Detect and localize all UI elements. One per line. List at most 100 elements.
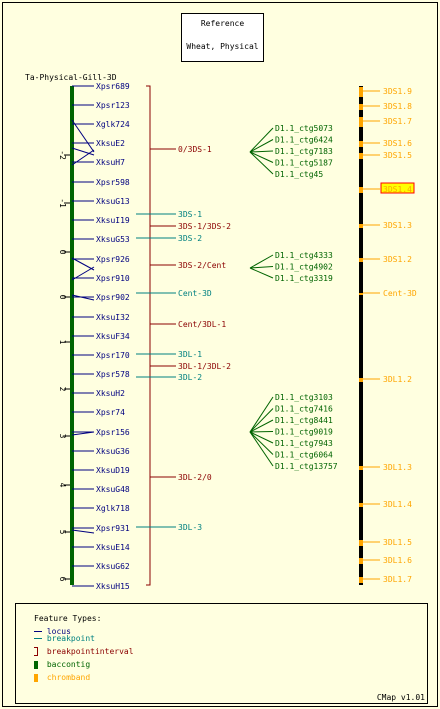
chromband-label[interactable]: 3DL1.3 xyxy=(383,463,412,472)
breakpoint-label[interactable]: Cent-3D xyxy=(178,289,212,298)
contig-label[interactable]: D1.1_ctg5187 xyxy=(275,159,333,168)
chromband-label[interactable]: 3DS1.5 xyxy=(383,151,412,160)
interval-label[interactable]: 3DS-2/Cent xyxy=(178,261,226,270)
locus-label[interactable]: Xpsr578 xyxy=(96,370,130,379)
contig-label[interactable]: D1.1_ctg9019 xyxy=(275,428,333,437)
locus-label[interactable]: XksuG62 xyxy=(96,562,130,571)
breakpoint-label[interactable]: 3DS-1 xyxy=(178,210,202,219)
chromband-label[interactable]: 3DL1.4 xyxy=(383,500,412,509)
contig-line xyxy=(249,408,274,433)
locus-tie-line xyxy=(71,119,95,153)
contig-label[interactable]: D1.1_ctg7416 xyxy=(275,405,333,414)
chromband-label[interactable]: 3DL1.5 xyxy=(383,538,412,547)
locus-label[interactable]: Xglk724 xyxy=(96,120,130,129)
scale-label: -2 xyxy=(58,150,67,160)
contig-label[interactable]: D1.1_ctg6064 xyxy=(275,451,333,460)
contig-label[interactable]: D1.1_ctg4333 xyxy=(275,251,333,260)
legend-breakpoint-label: breakpoint xyxy=(46,634,95,643)
locus-label[interactable]: XksuG36 xyxy=(96,447,130,456)
legend-interval-label: breakpointinterval xyxy=(46,647,134,656)
locus-tie-line xyxy=(71,431,95,436)
locus-label[interactable]: XksuE14 xyxy=(96,543,130,552)
chromband-label[interactable]: 3DS1.8 xyxy=(383,102,412,111)
locus-label[interactable]: XksuG48 xyxy=(96,485,130,494)
chromband-mark[interactable] xyxy=(359,141,363,147)
chromosome-bar[interactable] xyxy=(359,86,363,585)
interval-label[interactable]: 0/3DS-1 xyxy=(178,145,212,154)
locus-label[interactable]: XksuD19 xyxy=(96,466,130,475)
chromband-mark[interactable] xyxy=(359,258,363,262)
locus-label[interactable]: XksuH2 xyxy=(96,389,125,398)
locus-label[interactable]: XksuG13 xyxy=(96,197,130,206)
reference-label: Reference xyxy=(200,19,245,28)
chromband-label[interactable]: 3DL1.2 xyxy=(383,375,412,384)
locus-label[interactable]: XksuH15 xyxy=(96,582,130,591)
breakpoint-label[interactable]: 3DS-2 xyxy=(178,234,202,243)
locus-label[interactable]: Xpsr931 xyxy=(96,524,130,533)
chromband-mark[interactable] xyxy=(359,87,363,97)
legend-box: Feature Types: locus breakpoint breakpoi… xyxy=(15,603,428,704)
chromband-mark[interactable] xyxy=(359,187,363,193)
locus-label[interactable]: XksuI32 xyxy=(96,313,130,322)
chromband-mark[interactable] xyxy=(359,378,363,382)
map-title[interactable]: Ta-Physical-Gill-3D xyxy=(25,73,117,82)
chromband-mark[interactable] xyxy=(359,466,363,470)
chromband-mark[interactable] xyxy=(359,117,363,127)
contig-label[interactable]: D1.1_ctg7183 xyxy=(275,147,333,156)
chromband-label[interactable]: Cent-3D xyxy=(383,289,417,298)
chromband-mark[interactable] xyxy=(359,577,363,583)
interval-label[interactable]: 3DL-1/3DL-2 xyxy=(178,362,231,371)
locus-label[interactable]: Xpsr598 xyxy=(96,178,130,187)
chromband-label[interactable]: 3DS1.4 xyxy=(383,185,412,194)
contig-label[interactable]: D1.1_ctg13757 xyxy=(275,462,338,471)
locus-label[interactable]: Xpsr74 xyxy=(96,408,125,417)
chromband-label[interactable]: 3DL1.6 xyxy=(383,556,412,565)
locus-label[interactable]: Xpsr926 xyxy=(96,255,130,264)
chromband-mark[interactable] xyxy=(359,153,363,159)
locus-label[interactable]: XksuE2 xyxy=(96,139,125,148)
locus-label[interactable]: XksuI19 xyxy=(96,216,130,225)
legend-locus-label: locus xyxy=(46,627,71,636)
chromband-mark[interactable] xyxy=(359,104,363,110)
breakpoint-label[interactable]: 3DL-1 xyxy=(178,350,202,359)
locus-label[interactable]: Xpsr910 xyxy=(96,274,130,283)
chromband-mark[interactable] xyxy=(359,503,363,507)
contig-label[interactable]: D1.1_ctg8441 xyxy=(275,416,333,425)
scale-axis: -2 -1 0 0 1 2 3 4 5 6 xyxy=(58,150,70,582)
chromband-label[interactable]: 3DS1.9 xyxy=(383,87,412,96)
legend-title: Feature Types: xyxy=(34,614,102,623)
chromband-label[interactable]: 3DS1.3 xyxy=(383,221,412,230)
chromband-mark[interactable] xyxy=(359,540,363,546)
interval-label[interactable]: Cent/3DL-1 xyxy=(178,320,226,329)
contig-label[interactable]: D1.1_ctg7943 xyxy=(275,439,333,448)
contig-label[interactable]: D1.1_ctg3103 xyxy=(275,393,333,402)
chromband-label[interactable]: 3DS1.2 xyxy=(383,255,412,264)
locus-label[interactable]: Xpsr170 xyxy=(96,351,130,360)
chromband-mark[interactable] xyxy=(359,293,363,295)
locus-label[interactable]: Xpsr902 xyxy=(96,293,130,302)
chromband-label[interactable]: 3DL1.7 xyxy=(383,575,412,584)
locus-label[interactable]: Xpsr689 xyxy=(96,82,130,91)
breakpoint-label[interactable]: 3DL-3 xyxy=(178,523,202,532)
breakpoint-label[interactable]: 3DL-2 xyxy=(178,373,202,382)
chromband-label[interactable]: 3DS1.6 xyxy=(383,139,412,148)
interval-label[interactable]: 3DL-2/0 xyxy=(178,473,212,482)
contig-label[interactable]: D1.1_ctg6424 xyxy=(275,136,333,145)
contig-label[interactable]: D1.1_ctg5073 xyxy=(275,124,333,133)
locus-label[interactable]: XksuH7 xyxy=(96,158,125,167)
chromband-label[interactable]: 3DS1.7 xyxy=(383,117,412,126)
contig-label[interactable]: D1.1_ctg3319 xyxy=(275,274,333,283)
locus-label[interactable]: Xglk718 xyxy=(96,504,130,513)
chromband-mark[interactable] xyxy=(359,558,363,564)
locus-label[interactable]: XksuG53 xyxy=(96,235,130,244)
contig-label[interactable]: D1.1_ctg4902 xyxy=(275,263,333,272)
contig-label[interactable]: D1.1_ctg45 xyxy=(275,170,323,179)
reference-title-box: Reference Wheat, Physical xyxy=(181,13,264,62)
version-label: CMap v1.01 xyxy=(376,693,425,702)
chromband-mark[interactable] xyxy=(359,224,363,228)
locus-label[interactable]: XksuF34 xyxy=(96,332,130,341)
locus-label[interactable]: Xpsr156 xyxy=(96,428,130,437)
locus-label[interactable]: Xpsr123 xyxy=(96,101,130,110)
interval-label[interactable]: 3DS-1/3DS-2 xyxy=(178,222,231,231)
